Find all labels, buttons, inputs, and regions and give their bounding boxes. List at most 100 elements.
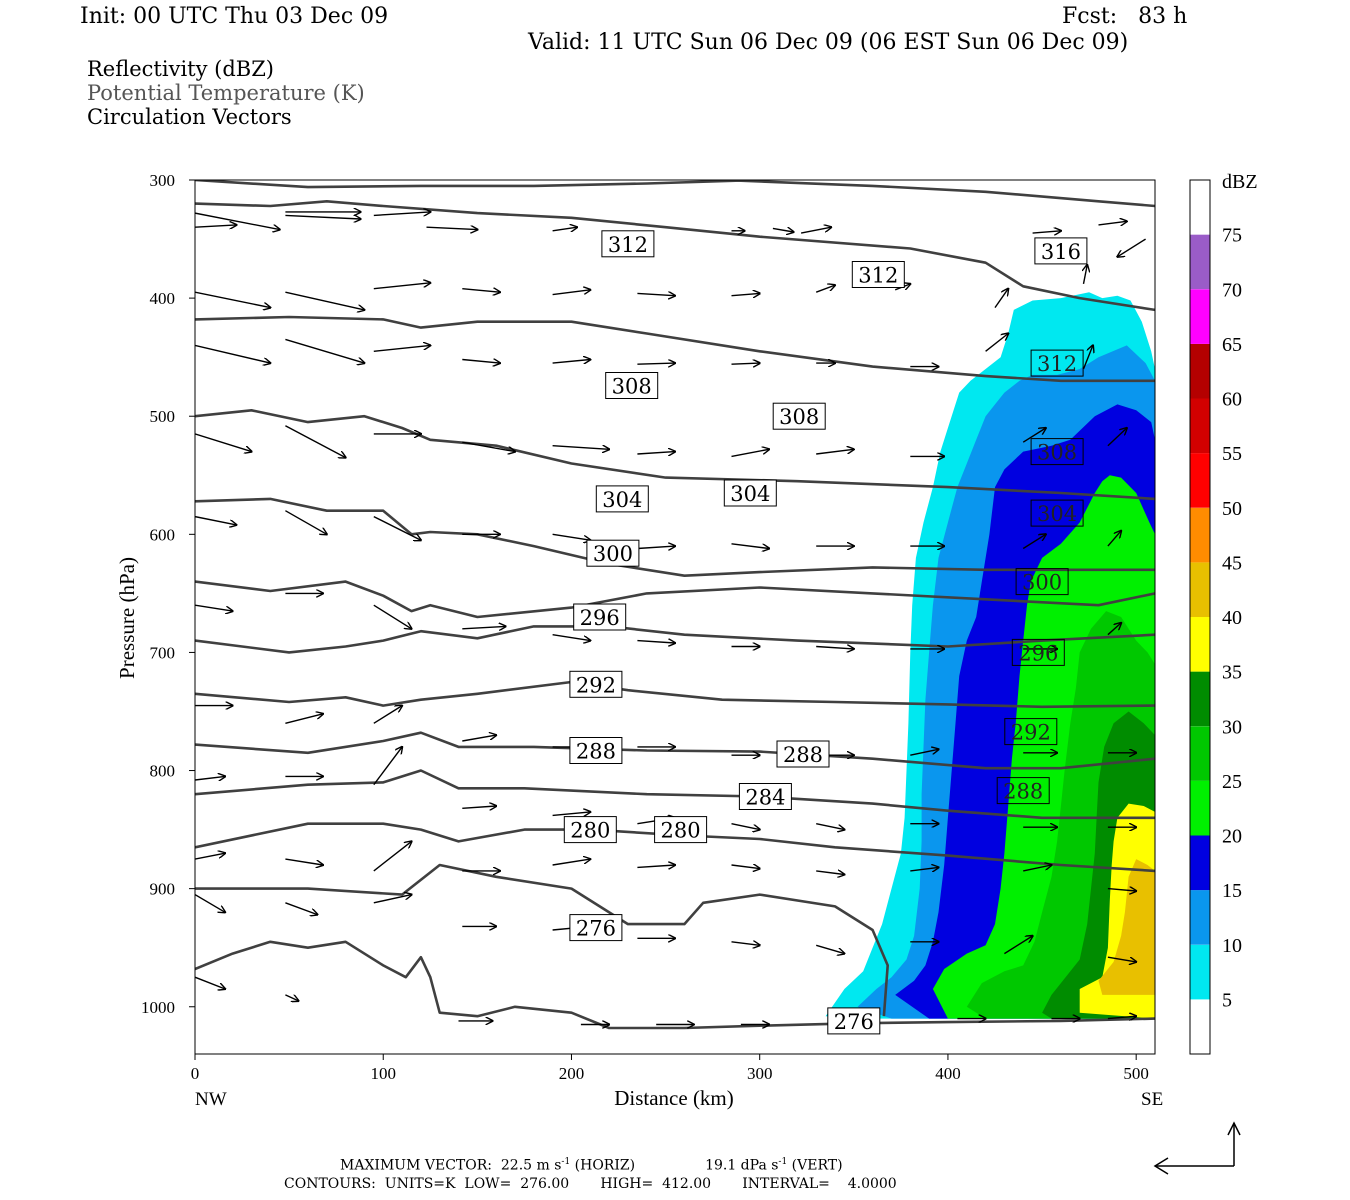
contour-label-text: 288 (783, 743, 823, 767)
x-tick-label: 100 (370, 1064, 396, 1083)
reference-vector-icon (1153, 1121, 1241, 1175)
vector-arrow-55 (1022, 534, 1046, 550)
vector-arrow-46 (195, 515, 236, 525)
vector-arrow-13 (195, 291, 270, 307)
vector-arrow-59 (373, 604, 412, 629)
y-tick-label: 400 (150, 289, 176, 308)
contour-label-text: 316 (1041, 240, 1081, 264)
contour-label-box (1034, 237, 1088, 265)
contour-label-box (586, 539, 640, 567)
vector-arrow-50 (552, 533, 591, 540)
contour-label-box (1015, 568, 1069, 596)
vector-arrow-76 (910, 749, 938, 756)
vector-arrow-91 (285, 858, 323, 865)
contour-label-text: 296 (1018, 641, 1058, 665)
vector-arrow-110 (1004, 936, 1032, 955)
colorbar-swatch-10 (1190, 453, 1210, 508)
contour-label-296-10: 296 (573, 603, 627, 631)
valid-time: Valid: 11 UTC Sun 06 Dec 09 (06 EST Sun … (528, 30, 1129, 55)
contour-label-text: 308 (1037, 441, 1077, 465)
y-tick-label: 1000 (141, 998, 175, 1017)
contour-label-box (996, 777, 1050, 805)
contour-label-box (605, 372, 659, 399)
vector-arrow-19 (731, 293, 760, 295)
vector-arrow-45 (1107, 428, 1127, 447)
colorbar-swatch-5 (1190, 726, 1210, 781)
colorbar-level-label: 35 (1222, 662, 1242, 684)
contour-label-text: 292 (576, 673, 616, 697)
vector-arrow-36 (285, 425, 345, 458)
contour-label-text: 300 (1022, 571, 1062, 595)
vector-arrow-38 (462, 441, 515, 451)
vector-arrow-34 (1082, 345, 1093, 370)
contour-label-text: 280 (570, 819, 610, 843)
colorbar-swatch-1 (1190, 944, 1210, 1000)
colorbar-swatch-0 (1190, 999, 1210, 1054)
x-tick-label: 0 (191, 1064, 200, 1083)
vector-arrow-111 (1107, 956, 1136, 962)
vector-arrow-6 (552, 227, 578, 231)
contour-label-box (1030, 499, 1084, 527)
contour-label-box (738, 783, 792, 810)
vector-arrow-5 (426, 227, 478, 229)
vector-arrow-61 (552, 634, 591, 641)
colorbar-level-label: 55 (1222, 443, 1242, 465)
contour-label-280-3: 280 (654, 816, 708, 844)
vector-arrow-94 (552, 859, 591, 866)
axes: 300 400 500 600 700 800 900 1000 0 100 200 300 400 50… (141, 171, 1149, 1083)
colorbar-level-label: 15 (1222, 880, 1242, 902)
field-circulation-vectors: Circulation Vectors (87, 105, 292, 129)
vector-arrow-12 (1117, 238, 1146, 257)
contour-label-box (573, 603, 627, 631)
vector-arrow-33 (985, 334, 1009, 352)
colorbar-swatch-6 (1190, 671, 1210, 727)
vector-arrow-62 (637, 641, 675, 643)
vector-arrow-79 (195, 776, 225, 780)
contour-label-text: 304 (602, 488, 642, 512)
contour-label-304-16: 304 (1030, 499, 1084, 527)
contour-label-304-14: 304 (595, 485, 649, 513)
vector-arrow-85 (731, 823, 760, 830)
x-tick-label: 300 (747, 1064, 773, 1083)
vector-arrow-98 (910, 867, 938, 871)
theta-contour-320-24 (195, 180, 760, 189)
contour-label-box (569, 670, 623, 698)
contour-label-292-8: 292 (569, 670, 623, 698)
colorbar-level-label: 30 (1222, 716, 1242, 738)
vector-arrow-24 (195, 344, 270, 363)
vector-arrow-28 (552, 360, 591, 364)
vector-arrow-17 (552, 290, 591, 296)
contour-label-312-21: 312 (851, 261, 905, 288)
contour-label-box (1030, 438, 1084, 466)
colorbar-units: dBZ (1222, 171, 1258, 193)
vector-arrow-81 (373, 747, 402, 786)
theta-contour-312-20 (195, 315, 1155, 383)
colorbar-level-label: 20 (1222, 826, 1242, 848)
contour-label-284-4: 284 (738, 783, 792, 810)
colorbar-swatch-3 (1190, 835, 1210, 891)
vector-arrow-86 (816, 823, 844, 830)
vector-arrow-101 (195, 893, 225, 913)
vector-arrow-8 (772, 228, 794, 232)
contour-label-300-13: 300 (1015, 568, 1069, 596)
y-axis-label: Pressure (hPa) (115, 557, 139, 679)
contour-label-316-23: 316 (1034, 237, 1088, 265)
contour-label-280-2: 280 (563, 816, 617, 844)
vector-arrow-4 (373, 212, 431, 216)
vector-arrow-112 (195, 976, 225, 989)
vector-arrow-48 (373, 515, 421, 541)
theta-contour-296-10 (195, 625, 1155, 654)
vector-arrow-42 (816, 449, 854, 455)
colorbar-level-label: 25 (1222, 771, 1242, 793)
colorbar-level-label: 45 (1222, 552, 1242, 574)
contour-label-text: 284 (745, 786, 785, 810)
contour-label-296-11: 296 (1011, 638, 1065, 666)
colorbar-level-label: 10 (1222, 935, 1242, 957)
vector-arrow-100 (1107, 889, 1136, 891)
contour-label-text: 300 (593, 542, 633, 566)
vector-arrow-27 (462, 360, 500, 364)
contour-label-box (772, 402, 826, 430)
contour-label-box (776, 740, 830, 768)
colorbar-swatch-12 (1190, 343, 1210, 399)
vector-arrow-71 (462, 735, 496, 742)
